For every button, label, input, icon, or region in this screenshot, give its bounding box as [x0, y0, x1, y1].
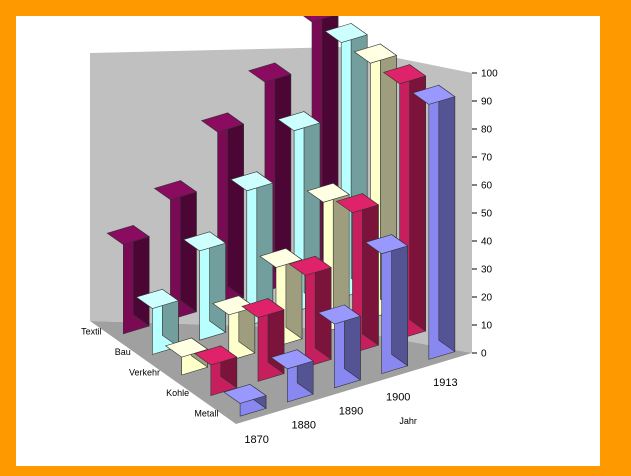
y-tick-label: 90 — [481, 97, 493, 108]
y-tick-label: 80 — [481, 125, 493, 136]
bar-kohle-1890 — [288, 255, 332, 368]
year-label-1890: 1890 — [339, 406, 363, 418]
year-label-1870: 1870 — [244, 434, 268, 446]
axis-labels: Textil Bau Verkehr Kohle Metall 1870 1880 1890 1… — [81, 326, 458, 446]
x-axis-title: Jahr — [399, 416, 417, 426]
y-tick-label: 20 — [481, 293, 493, 304]
bar-metall-1870 — [223, 383, 267, 417]
year-label-1880: 1880 — [292, 420, 316, 432]
bar-textil-1880 — [153, 180, 198, 321]
y-tick-label: 60 — [481, 181, 493, 192]
bar-bau-1890 — [230, 171, 274, 327]
bar-metall-1900 — [364, 234, 409, 375]
bar-verkehr-1900 — [306, 182, 350, 333]
bar-metall-1890 — [317, 304, 362, 389]
depth-label-kohle: Kohle — [166, 388, 189, 398]
y-tick-label: 100 — [481, 69, 498, 80]
depth-label-textil: Textil — [81, 326, 102, 336]
y-tick-label: 0 — [481, 349, 487, 360]
chart-3d-columns: 0 10 20 30 40 50 60 70 80 90 100 Textil Bau Verkehr K… — [81, 16, 498, 446]
y-tick-label: 50 — [481, 209, 493, 220]
bar-metall-1913 — [412, 84, 456, 360]
bars-group — [106, 16, 456, 417]
y-tick-label: 30 — [481, 265, 493, 276]
bar-metall-1880 — [270, 349, 314, 403]
bar-kohle-1870 — [194, 345, 238, 397]
bar-kohle-1880 — [241, 297, 285, 382]
year-label-1913: 1913 — [433, 377, 457, 389]
chart-frame: 0 10 20 30 40 50 60 70 80 90 100 Textil Bau Verkehr K… — [16, 16, 600, 466]
y-tick-label: 40 — [481, 237, 493, 248]
depth-label-metall: Metall — [194, 409, 218, 419]
bar-bau-1870 — [135, 288, 180, 355]
value-axis-ticks: 0 10 20 30 40 50 60 70 80 90 100 — [472, 69, 498, 360]
depth-label-verkehr: Verkehr — [129, 368, 160, 378]
depth-label-bau: Bau — [115, 347, 131, 357]
y-tick-label: 10 — [481, 321, 493, 332]
bar-textil-1870 — [106, 224, 150, 335]
year-label-1900: 1900 — [386, 391, 410, 403]
y-tick-label: 70 — [481, 153, 493, 164]
